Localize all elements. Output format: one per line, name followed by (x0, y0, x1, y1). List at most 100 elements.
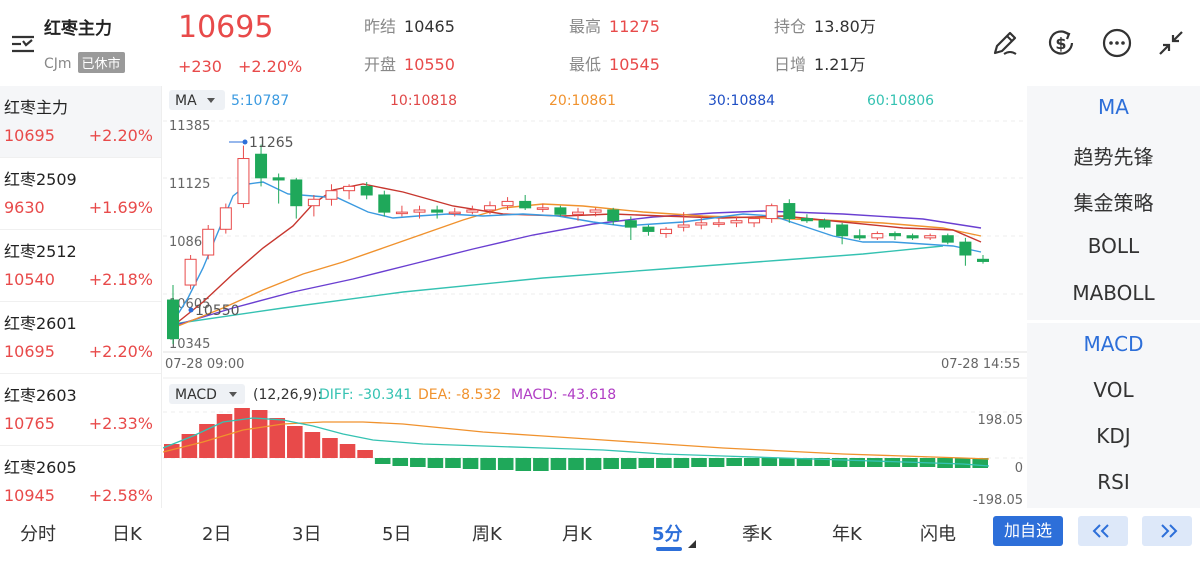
indicator-boll[interactable]: BOLL (1087, 234, 1140, 258)
tab-quarterly[interactable]: 季K (742, 524, 772, 545)
indicator-maboll[interactable]: MABOLL (1072, 281, 1155, 305)
list-item-pct: +2.20% (88, 342, 153, 361)
stat-value: 13.80万 (814, 17, 876, 36)
ma-selector-bg[interactable] (169, 90, 225, 110)
candle-body (519, 200, 532, 209)
tab-5day[interactable]: 5日 (382, 524, 412, 545)
ma30-label: 30:10884 (708, 93, 775, 109)
macd-bar (304, 432, 321, 458)
prev-page-button[interactable] (1078, 516, 1128, 546)
macd-bar (515, 458, 532, 471)
y-tick-label: 11125 (169, 177, 210, 192)
macd-bar (849, 458, 865, 467)
stat-label: 开盘 (364, 55, 397, 74)
macd-bar (410, 458, 426, 467)
macd-bar (866, 458, 883, 467)
candle-body (378, 194, 391, 213)
svg-text:$: $ (1055, 34, 1066, 53)
menu-icon[interactable] (8, 28, 38, 58)
candle-body (431, 209, 444, 213)
contract-sub: CJm 已休市 (44, 52, 125, 73)
macd-bar (743, 458, 760, 466)
macd-bar (374, 458, 391, 464)
list-item-price: 10540 (4, 270, 55, 289)
contract-code: CJm (44, 56, 72, 72)
candle-body (783, 203, 796, 220)
tab-daily[interactable]: 日K (112, 524, 142, 545)
indicator-ma[interactable]: MA (1098, 95, 1129, 119)
list-item-name: 红枣2509 (4, 170, 77, 189)
candle-body (554, 207, 567, 215)
indicator-trend-pioneer[interactable]: 趋势先锋 (1073, 145, 1154, 169)
contract-title[interactable]: 红枣主力 (44, 19, 112, 39)
macd-bar (603, 458, 619, 469)
ma10-label: 10:10818 (390, 93, 457, 109)
macd-bar (427, 458, 444, 468)
kline-chart[interactable]: MA 5:10787 10:10818 20:10861 30:10884 60… (162, 86, 1027, 508)
ma60-label: 60:10806 (867, 93, 934, 109)
list-item[interactable]: 红枣主力 10695 +2.20% (0, 86, 161, 158)
ma-selector[interactable]: MA (175, 93, 197, 109)
indicator-macd[interactable]: MACD (1083, 332, 1144, 356)
tab-yearly[interactable]: 年K (832, 524, 862, 545)
last-price: 10695 (178, 10, 274, 45)
list-item[interactable]: 红枣2605 10945 +2.58% (0, 446, 161, 518)
stat-low: 最低 10545 (569, 51, 660, 75)
candle-body (255, 153, 268, 179)
indicator-vol[interactable]: VOL (1093, 378, 1134, 402)
candle-body (272, 177, 285, 181)
candle-body (836, 224, 849, 237)
indicator-jijin-strategy[interactable]: 集金策略 (1073, 191, 1154, 215)
candle-body (800, 218, 813, 222)
macd-y-top: 198.05 (978, 413, 1024, 428)
candle-body (343, 185, 356, 192)
stat-prev-settle: 昨结 10465 (364, 13, 455, 37)
macd-bar (445, 458, 461, 468)
list-item[interactable]: 红枣2509 9630 +1.69% (0, 158, 161, 230)
y-tick-label: 10345 (169, 337, 210, 352)
tab-3day[interactable]: 3日 (292, 524, 322, 545)
more-icon[interactable] (1100, 26, 1134, 60)
indicator-rsi[interactable]: RSI (1097, 470, 1130, 494)
list-item-name: 红枣2605 (4, 458, 77, 477)
macd-selector-bg[interactable] (169, 384, 245, 404)
stat-value: 1.21万 (814, 55, 866, 74)
candle-body (642, 226, 655, 232)
tab-monthly[interactable]: 月K (562, 524, 592, 545)
tab-intraday[interactable]: 分时 (20, 524, 56, 545)
list-item-name: 红枣2603 (4, 386, 77, 405)
next-page-button[interactable] (1142, 516, 1192, 546)
stat-value: 10545 (609, 55, 660, 74)
y-tick-label: 11385 (169, 119, 210, 134)
kline-chart-area[interactable]: MA 5:10787 10:10818 20:10861 30:10884 60… (162, 86, 1027, 508)
macd-dea-label: DEA: -8.532 (418, 387, 501, 403)
macd-y-mid: 0 (1015, 461, 1023, 476)
pen-icon[interactable] (988, 26, 1022, 60)
collapse-icon[interactable] (1154, 26, 1188, 60)
candle-body (572, 211, 584, 215)
macd-selector[interactable]: MACD (175, 387, 217, 403)
macd-bar (884, 458, 901, 467)
macd-bar (761, 458, 778, 466)
indicator-kdj[interactable]: KDJ (1096, 424, 1131, 448)
candle-body (237, 158, 250, 205)
candle-body (712, 222, 725, 225)
macd-bar (339, 444, 356, 458)
candle-body (501, 200, 514, 207)
list-item[interactable]: 红枣2601 10695 +2.20% (0, 302, 161, 374)
tab-flash[interactable]: 闪电 (920, 524, 956, 545)
tab-dropdown-icon[interactable] (688, 540, 696, 548)
list-item[interactable]: 红枣2512 10540 +2.18% (0, 230, 161, 302)
list-item[interactable]: 红枣2603 10765 +2.33% (0, 374, 161, 446)
list-item-price: 10945 (4, 486, 55, 505)
list-item-pct: +1.69% (88, 198, 153, 217)
tab-weekly[interactable]: 周K (472, 524, 502, 545)
macd-bar (691, 458, 707, 467)
currency-icon[interactable]: $ (1044, 26, 1078, 60)
time-end-label: 07-28 14:55 (941, 357, 1020, 372)
add-watchlist-button[interactable]: 加自选 (993, 516, 1063, 546)
candle-body (395, 211, 408, 215)
tab-2day[interactable]: 2日 (202, 524, 232, 545)
tab-5min[interactable]: 5分 (652, 524, 683, 545)
candle-body (184, 258, 197, 286)
